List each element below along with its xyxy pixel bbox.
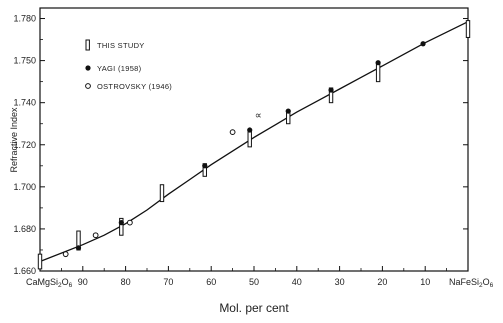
x-tick-label: 20 xyxy=(377,277,387,287)
x-axis-title: Mol. per cent xyxy=(219,301,289,315)
y-axis-title: Refractive Index xyxy=(9,107,19,173)
y-tick-label: 1.740 xyxy=(13,98,36,108)
x-tick-label: 60 xyxy=(206,277,216,287)
x-tick-label: 10 xyxy=(420,277,430,287)
fit-curve xyxy=(39,21,469,263)
legend-item-ostrovsky: OSTROVSKY (1946) xyxy=(85,82,172,91)
legend-open-circle-marker xyxy=(85,83,91,89)
y-tick-label: 1.780 xyxy=(13,14,36,24)
x-tick-label: 80 xyxy=(121,277,131,287)
yagi-point xyxy=(118,220,124,226)
endmember-right-label: NaFeSi2O6 xyxy=(449,277,494,289)
x-tick-label: 30 xyxy=(335,277,345,287)
legend-label-this-study: THIS STUDY xyxy=(97,41,145,50)
legend-label-ostrovsky: OSTROVSKY (1946) xyxy=(97,82,172,91)
yagi-point xyxy=(285,108,291,114)
this-study-bar xyxy=(119,217,124,236)
data-marks xyxy=(37,20,471,270)
this-study-bar xyxy=(375,62,381,83)
y-tick-label: 1.700 xyxy=(13,182,36,192)
y-tick-label: 1.680 xyxy=(13,224,36,234)
annotation-symbol: ∝ xyxy=(255,110,262,121)
legend-item-yagi: YAGI (1958) xyxy=(85,64,141,73)
this-study-bar xyxy=(465,20,471,38)
x-tick-label: 90 xyxy=(78,277,88,287)
y-tick-label: 1.660 xyxy=(13,266,36,276)
y-axis: 1.660 1.680 1.700 1.720 1.740 1.750 1.780 xyxy=(13,14,468,276)
endmember-left-label: CaMgSi2O6 xyxy=(26,277,73,289)
x-axis: 90 80 70 60 50 40 30 20 10 xyxy=(61,266,448,287)
this-study-bar xyxy=(37,253,43,270)
legend-filled-circle-marker xyxy=(85,65,91,71)
ostrovsky-point xyxy=(62,251,69,258)
yagi-point xyxy=(247,127,253,133)
ostrovsky-point xyxy=(229,129,236,136)
ostrovsky-point xyxy=(126,219,133,226)
yagi-point xyxy=(202,163,208,169)
yagi-point xyxy=(420,41,426,47)
this-study-bar xyxy=(159,184,165,203)
yagi-point xyxy=(75,245,82,251)
legend: THIS STUDY YAGI (1958) OSTROVSKY (1946) xyxy=(85,39,172,91)
legend-bar-marker xyxy=(85,39,90,51)
x-tick-label: 70 xyxy=(163,277,173,287)
legend-item-this-study: THIS STUDY xyxy=(85,39,145,51)
x-tick-label: 40 xyxy=(292,277,302,287)
y-tick-label: 1.720 xyxy=(13,140,36,150)
yagi-point xyxy=(328,87,334,93)
legend-label-yagi: YAGI (1958) xyxy=(97,64,142,73)
x-tick-label: 50 xyxy=(249,277,259,287)
y-tick-label: 1.750 xyxy=(13,56,36,66)
ostrovsky-point xyxy=(92,232,99,239)
yagi-point xyxy=(375,60,381,66)
